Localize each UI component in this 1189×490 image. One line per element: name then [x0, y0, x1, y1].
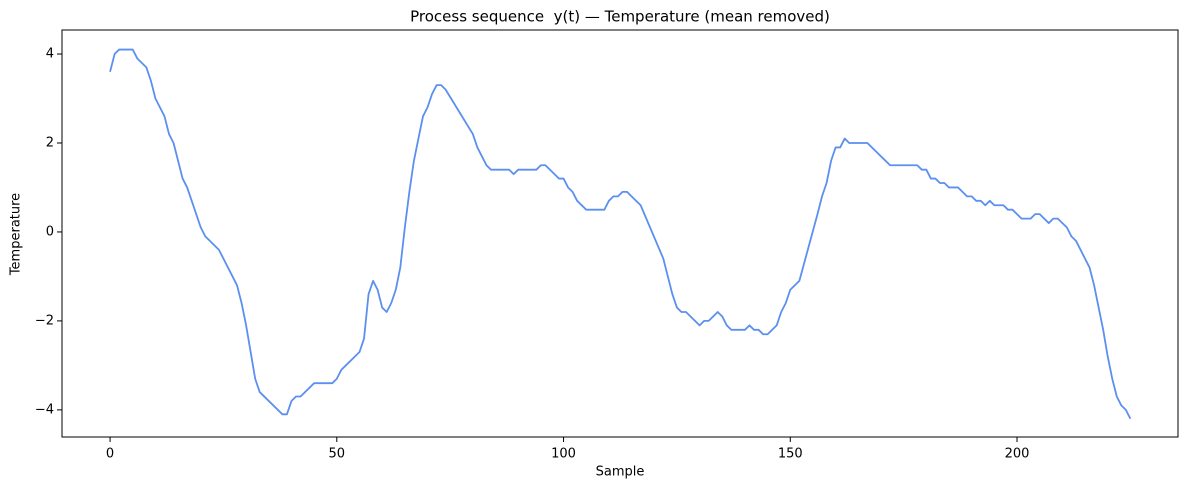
x-tick-label: 50 [329, 447, 346, 462]
y-tick-label: 0 [46, 224, 54, 239]
chart-title: Process sequence y(t) — Temperature (mea… [410, 8, 830, 26]
y-tick-label: −2 [35, 313, 54, 328]
x-tick-label: 0 [106, 447, 114, 462]
y-tick-label: 4 [46, 47, 54, 62]
y-tick-label: −4 [35, 402, 54, 417]
x-axis-label: Sample [596, 465, 645, 480]
plot-frame [61, 29, 1179, 438]
y-tick-label: 2 [46, 135, 54, 150]
x-tick-label: 100 [551, 447, 576, 462]
data-line [109, 48, 1132, 420]
x-tick-label: 150 [778, 447, 803, 462]
x-tick-label: 200 [1005, 447, 1030, 462]
y-axis-label: Temperature [9, 193, 24, 276]
